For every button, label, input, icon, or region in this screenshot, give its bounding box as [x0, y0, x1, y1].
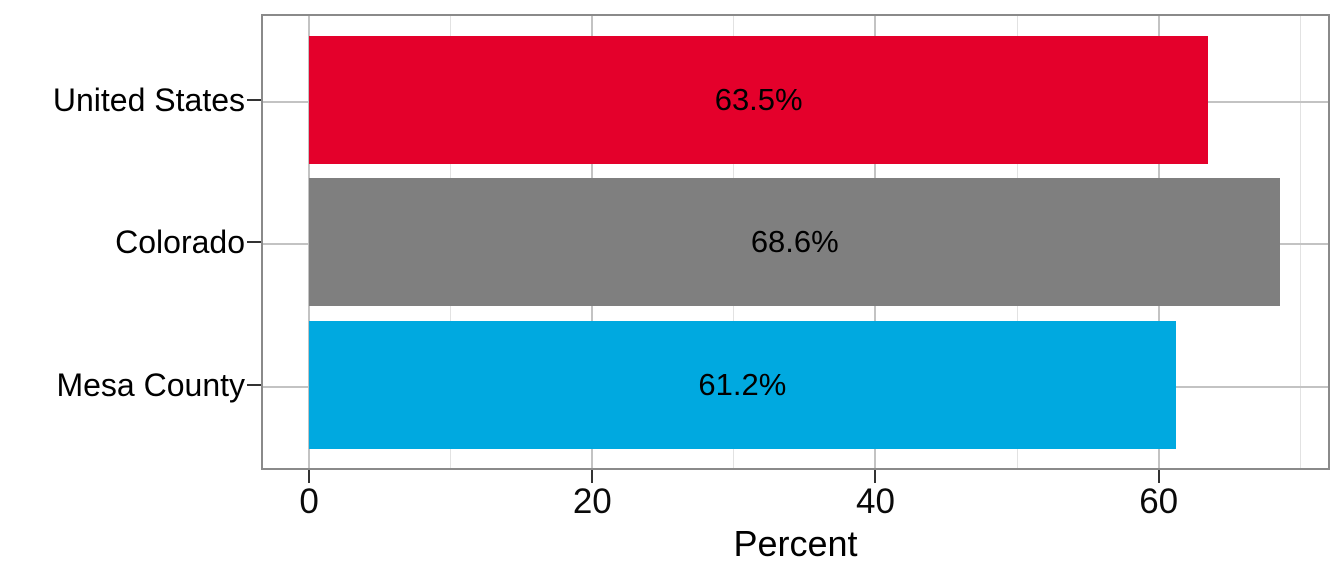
y-tick-colorado: [247, 241, 261, 243]
bar-colorado: [309, 178, 1281, 306]
y-tick-united-states: [247, 98, 261, 101]
x-tick-label-0: 0: [299, 482, 319, 521]
plot-panel: 63.5% 68.6% 61.2%: [261, 14, 1330, 470]
bar-mesa-county: [309, 320, 1176, 449]
x-tick-20: [591, 470, 594, 483]
x-tick-60: [1157, 470, 1160, 483]
y-axis-label-united-states: United States: [52, 81, 245, 118]
y-axis-label-colorado: Colorado: [115, 224, 245, 260]
gridline-minor-70: [1299, 16, 1301, 468]
bar-value-label-mesa-county: 61.2%: [698, 366, 787, 402]
x-tick-label-40: 40: [856, 482, 895, 521]
x-axis-title: Percent: [733, 523, 858, 564]
x-tick-0: [308, 470, 311, 483]
bar-value-label-colorado: 68.6%: [750, 224, 839, 259]
x-tick-label-20: 20: [572, 482, 612, 521]
y-tick-mesa-county: [247, 383, 261, 386]
y-axis-label-mesa-county: Mesa County: [56, 366, 245, 403]
bar-value-label-united-states: 63.5%: [714, 81, 803, 117]
bar-united-states: [309, 35, 1209, 164]
x-tick-40: [874, 470, 877, 483]
x-tick-label-60: 60: [1139, 482, 1179, 521]
